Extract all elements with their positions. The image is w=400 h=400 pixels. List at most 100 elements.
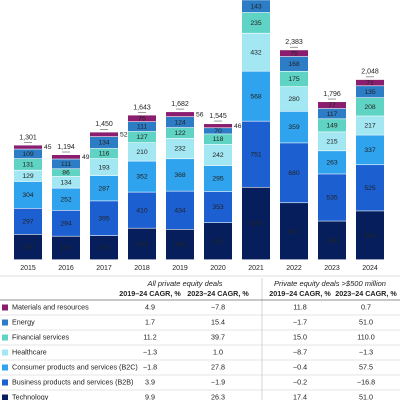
bar-segment (14, 149, 42, 159)
table-cell: 51.0 (359, 317, 373, 326)
table-cell: −0.4 (293, 362, 307, 371)
data-label: 554 (364, 232, 376, 239)
data-label: 70 (214, 128, 222, 135)
bar-segment (52, 236, 80, 260)
bar-segment (90, 148, 118, 159)
bar-segment (14, 170, 42, 182)
bar-segment (166, 159, 194, 191)
table-cell: 15.0 (293, 332, 307, 341)
legend-swatch (2, 304, 8, 311)
bar-segment (128, 192, 156, 228)
bar-segment (128, 131, 156, 143)
bar-segment (318, 174, 346, 221)
legend-swatch (2, 334, 8, 341)
group-header: All private equity deals (146, 279, 222, 288)
table-cell: −1.8 (143, 362, 157, 371)
total-label: 2,048 (361, 69, 379, 76)
data-label: 116 (99, 151, 110, 158)
data-label: 295 (212, 176, 224, 183)
x-tick-label: 2021 (248, 265, 264, 272)
data-label: 52 (120, 131, 128, 138)
total-label: 1,301 (19, 134, 37, 141)
bar-segment (356, 116, 384, 135)
legend-swatch (2, 394, 8, 400)
table-cell: 39.7 (211, 332, 225, 341)
data-label: 434 (174, 207, 186, 214)
bar-segment (166, 138, 194, 159)
legend-label: Energy (12, 317, 35, 326)
bar-segment (318, 132, 346, 151)
bar-segment (204, 134, 232, 145)
table-cell: 110.0 (357, 332, 374, 341)
bar-segment (356, 79, 384, 86)
bar-segment (318, 119, 346, 132)
data-label: 273 (98, 245, 110, 252)
data-label: 77 (328, 102, 336, 109)
legend-label: Technology (12, 392, 49, 400)
bar-segment (280, 71, 308, 87)
data-label: 280 (288, 96, 300, 103)
column-header: 2019–24 CAGR, % (119, 289, 181, 298)
data-label: 46 (234, 123, 242, 130)
bar-segment (14, 208, 42, 235)
data-label: 75 (138, 116, 146, 123)
legend-label: Consumer products and services (B2C) (12, 362, 138, 371)
bar-segment (356, 165, 384, 211)
data-label: 267 (60, 245, 72, 252)
table-cell: 17.4 (293, 392, 307, 400)
table-cell: −1.3 (143, 347, 157, 356)
data-label: 304 (22, 192, 34, 199)
data-label: 45 (44, 144, 52, 151)
bar-segment (52, 188, 80, 211)
data-label: 352 (136, 174, 148, 181)
total-label: 1,643 (133, 104, 151, 111)
data-label: 109 (22, 151, 34, 158)
bar-segment (242, 121, 270, 187)
data-label: 129 (22, 173, 34, 180)
data-label: 525 (364, 185, 376, 192)
table-cell: 0.7 (361, 302, 371, 311)
bar-segment (90, 175, 118, 201)
data-label: 535 (326, 195, 338, 202)
table-cell: −0.2 (293, 377, 307, 386)
bar-segment (242, 12, 270, 33)
bar-segment (52, 159, 80, 169)
data-label: 568 (250, 93, 262, 100)
bar-segment (280, 203, 308, 260)
bar-segment (204, 124, 232, 128)
data-label: 86 (62, 170, 70, 177)
x-tick-label: 2016 (58, 265, 74, 272)
table-cell: 3.9 (145, 377, 155, 386)
legend-swatch (2, 364, 8, 371)
legend-swatch (2, 319, 8, 326)
data-label: 208 (364, 104, 376, 111)
x-tick-label: 2015 (20, 265, 36, 272)
data-label: 358 (136, 241, 148, 248)
data-label: 368 (174, 172, 186, 179)
total-label: 1,545 (209, 113, 227, 120)
data-label: 143 (250, 3, 262, 10)
data-label: 124 (174, 119, 186, 126)
bar-segment (242, 33, 270, 71)
data-label: 118 (213, 136, 224, 143)
legend-swatch (2, 349, 8, 356)
data-label: 49 (82, 154, 90, 161)
data-label: 823 (250, 221, 262, 228)
bar-segment (14, 181, 42, 209)
data-label: 175 (288, 76, 300, 83)
total-label: 1,194 (57, 144, 75, 151)
table-cell: 51.0 (359, 392, 373, 400)
table-cell: −16.8 (357, 377, 375, 386)
data-label: 75 (290, 50, 298, 57)
x-tick-label: 2018 (134, 265, 150, 272)
data-label: 410 (136, 207, 148, 214)
table-cell: 9.9 (145, 392, 155, 400)
bar-segment (280, 111, 308, 143)
data-label: 235 (250, 20, 262, 27)
bar-segment (318, 108, 346, 119)
column-header: 2023–24 CAGR, % (187, 289, 249, 298)
bar-segment (128, 161, 156, 192)
data-label: 71 (366, 80, 374, 87)
data-label: 421 (212, 238, 224, 245)
